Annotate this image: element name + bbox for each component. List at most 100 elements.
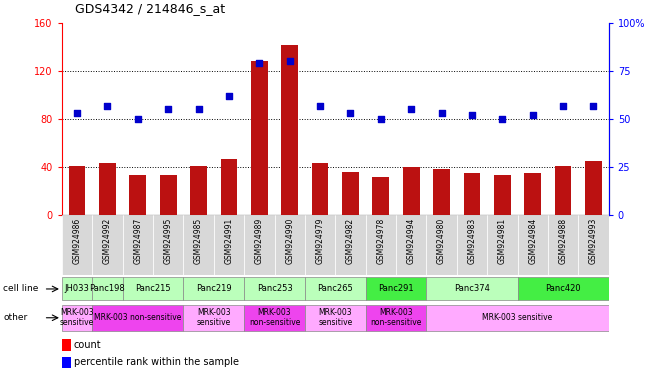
- Text: percentile rank within the sample: percentile rank within the sample: [74, 357, 239, 367]
- Bar: [122, 278, 184, 300]
- Text: GSM924991: GSM924991: [225, 218, 234, 264]
- Bar: [494, 175, 510, 215]
- Bar: [251, 61, 268, 215]
- Text: JH033: JH033: [64, 285, 89, 293]
- Text: MRK-003
sensitive: MRK-003 sensitive: [318, 308, 352, 327]
- Point: [193, 106, 204, 113]
- Bar: [281, 45, 298, 215]
- Bar: [305, 278, 366, 300]
- Text: GSM924988: GSM924988: [559, 218, 568, 264]
- Point: [133, 116, 143, 122]
- Text: GSM924993: GSM924993: [589, 218, 598, 265]
- Point: [589, 103, 599, 109]
- Bar: [214, 215, 244, 275]
- Text: GSM924995: GSM924995: [163, 218, 173, 265]
- Point: [558, 103, 568, 109]
- Bar: [62, 215, 92, 275]
- Bar: [518, 278, 609, 300]
- Text: GSM924980: GSM924980: [437, 218, 446, 264]
- Text: GSM924987: GSM924987: [133, 218, 143, 264]
- Text: Panc374: Panc374: [454, 285, 490, 293]
- Bar: [153, 215, 184, 275]
- Bar: [92, 305, 184, 331]
- Text: GSM924982: GSM924982: [346, 218, 355, 264]
- Text: MRK-003 sensitive: MRK-003 sensitive: [482, 313, 553, 322]
- Text: GSM924981: GSM924981: [498, 218, 507, 264]
- Bar: [312, 164, 329, 215]
- Bar: [184, 305, 244, 331]
- Text: GSM924986: GSM924986: [72, 218, 81, 264]
- Text: MRK-003
non-sensitive: MRK-003 non-sensitive: [249, 308, 300, 327]
- Point: [254, 60, 264, 66]
- Text: GSM924984: GSM924984: [528, 218, 537, 264]
- Bar: [244, 278, 305, 300]
- Bar: [342, 172, 359, 215]
- Bar: [525, 173, 541, 215]
- Bar: [62, 357, 70, 368]
- Text: Panc253: Panc253: [256, 285, 292, 293]
- Text: other: other: [3, 313, 27, 322]
- Bar: [184, 215, 214, 275]
- Point: [284, 58, 295, 65]
- Text: GDS4342 / 214846_s_at: GDS4342 / 214846_s_at: [75, 2, 225, 15]
- Text: GSM924985: GSM924985: [194, 218, 203, 264]
- Point: [315, 103, 326, 109]
- Text: MRK-003 non-sensitive: MRK-003 non-sensitive: [94, 313, 182, 322]
- Point: [72, 110, 82, 116]
- Point: [345, 110, 355, 116]
- Bar: [366, 278, 426, 300]
- Point: [163, 106, 173, 113]
- Bar: [548, 215, 578, 275]
- Point: [376, 116, 386, 122]
- Bar: [69, 166, 85, 215]
- Text: GSM924978: GSM924978: [376, 218, 385, 264]
- Text: Panc291: Panc291: [378, 285, 414, 293]
- Bar: [122, 215, 153, 275]
- Bar: [426, 278, 518, 300]
- Text: Panc420: Panc420: [546, 285, 581, 293]
- Bar: [244, 215, 275, 275]
- Bar: [396, 215, 426, 275]
- Bar: [62, 339, 70, 351]
- Bar: [426, 305, 609, 331]
- Point: [467, 112, 477, 118]
- Bar: [62, 305, 92, 331]
- Bar: [92, 215, 122, 275]
- Bar: [518, 215, 548, 275]
- Bar: [305, 215, 335, 275]
- Bar: [585, 161, 602, 215]
- Point: [102, 103, 113, 109]
- Bar: [555, 166, 572, 215]
- Text: Panc215: Panc215: [135, 285, 171, 293]
- Text: MRK-003
sensitive: MRK-003 sensitive: [197, 308, 231, 327]
- Text: Panc219: Panc219: [196, 285, 232, 293]
- Point: [406, 106, 417, 113]
- Text: cell line: cell line: [3, 285, 38, 293]
- Text: Panc265: Panc265: [318, 285, 353, 293]
- Bar: [275, 215, 305, 275]
- Bar: [335, 215, 366, 275]
- Text: count: count: [74, 340, 102, 350]
- Bar: [244, 305, 305, 331]
- Bar: [305, 305, 366, 331]
- Bar: [464, 173, 480, 215]
- Point: [224, 93, 234, 99]
- Text: MRK-003
non-sensitive: MRK-003 non-sensitive: [370, 308, 422, 327]
- Bar: [578, 215, 609, 275]
- Bar: [366, 305, 426, 331]
- Bar: [457, 215, 487, 275]
- Bar: [403, 167, 419, 215]
- Bar: [434, 169, 450, 215]
- Bar: [62, 278, 92, 300]
- Bar: [184, 278, 244, 300]
- Bar: [130, 175, 146, 215]
- Bar: [92, 278, 122, 300]
- Text: GSM924992: GSM924992: [103, 218, 112, 264]
- Point: [497, 116, 508, 122]
- Bar: [487, 215, 518, 275]
- Text: Panc198: Panc198: [90, 285, 125, 293]
- Bar: [99, 164, 116, 215]
- Bar: [372, 177, 389, 215]
- Bar: [159, 175, 176, 215]
- Text: MRK-003
sensitive: MRK-003 sensitive: [60, 308, 94, 327]
